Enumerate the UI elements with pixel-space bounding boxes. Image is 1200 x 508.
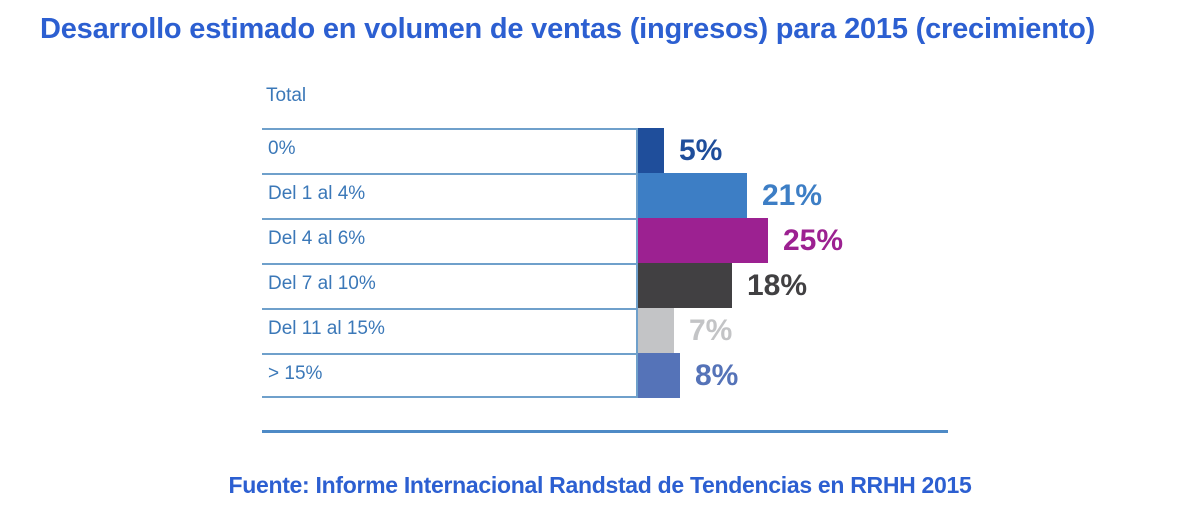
bar-value-label: 8% bbox=[695, 359, 739, 392]
category-row: Del 7 al 10% bbox=[262, 263, 636, 308]
category-row: 0% bbox=[262, 128, 636, 173]
bar-value-label: 25% bbox=[783, 224, 844, 257]
bar-value-label: 7% bbox=[689, 314, 733, 347]
bar-> 15% bbox=[638, 353, 680, 398]
source-caption: Fuente: Informe Internacional Randstad d… bbox=[228, 472, 972, 498]
category-label: Del 4 al 6% bbox=[268, 228, 366, 249]
bar-Del 11 al 15% bbox=[638, 308, 674, 353]
chart-title: Desarrollo estimado en volumen de ventas… bbox=[40, 13, 1096, 45]
category-row: Del 4 al 6% bbox=[262, 218, 636, 263]
category-row: Del 1 al 4% bbox=[262, 173, 636, 218]
category-label: Del 1 al 4% bbox=[268, 183, 366, 204]
category-row: > 15% bbox=[262, 353, 636, 398]
bar-value-label: 5% bbox=[679, 134, 723, 167]
category-row: Del 11 al 15% bbox=[262, 308, 636, 353]
category-label: > 15% bbox=[268, 363, 323, 384]
bar-value-label: 18% bbox=[747, 269, 808, 302]
bar-value-label: 21% bbox=[762, 179, 823, 212]
bottom-axis-line bbox=[262, 430, 948, 433]
category-label: Del 7 al 10% bbox=[268, 273, 376, 294]
category-label: 0% bbox=[268, 138, 296, 159]
bar-0% bbox=[638, 128, 664, 173]
bar-Del 1 al 4% bbox=[638, 173, 747, 218]
bar-Del 7 al 10% bbox=[638, 263, 732, 308]
bar-Del 4 al 6% bbox=[638, 218, 768, 263]
category-label: Del 11 al 15% bbox=[268, 318, 385, 339]
group-header-total: Total bbox=[266, 85, 307, 106]
category-table: 0% Del 1 al 4% Del 4 al 6% Del 7 al 10% Del … bbox=[262, 128, 638, 398]
